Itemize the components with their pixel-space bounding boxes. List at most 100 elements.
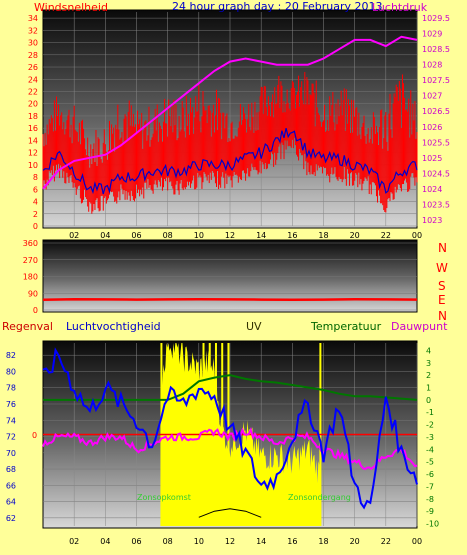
pressure-y-tick-label: 1023 bbox=[422, 216, 442, 225]
wind-x-tick-label: 12 bbox=[225, 231, 235, 240]
humidity-x-tick-label: 14 bbox=[256, 537, 266, 546]
humidity-x-tick-label: 20 bbox=[350, 537, 360, 546]
wind-x-tick-label: 08 bbox=[163, 231, 173, 240]
humidity-y-tick-label: 76 bbox=[6, 400, 16, 409]
wind-x-tick-label: 04 bbox=[100, 231, 110, 240]
pressure-y-tick-label: 1026.5 bbox=[422, 107, 450, 116]
humidity-x-tick-label: 00 bbox=[412, 537, 422, 546]
pressure-y-tick-label: 1026 bbox=[422, 123, 442, 132]
wind-x-tick-label: 18 bbox=[318, 231, 328, 240]
pressure-y-tick-label: 1027 bbox=[422, 92, 442, 101]
wind-y-tick-label: 2 bbox=[33, 210, 38, 219]
right-axis-title: Luchtdruk bbox=[372, 1, 428, 14]
wind-y-tick-label: 32 bbox=[28, 26, 38, 35]
temperature-y-tick-label: -1 bbox=[426, 408, 434, 417]
wind-y-tick-label: 22 bbox=[28, 87, 38, 96]
humidity-x-tick-label: 12 bbox=[225, 537, 235, 546]
wind-x-tick-label: 22 bbox=[381, 231, 391, 240]
direction-y-tick-label: 270 bbox=[23, 256, 38, 265]
humidity-y-tick-label: 62 bbox=[6, 514, 16, 523]
direction-y-tick-label: 360 bbox=[23, 239, 38, 248]
temperature-y-tick-label: 2 bbox=[426, 371, 431, 380]
pressure-y-tick-label: 1027.5 bbox=[422, 76, 450, 85]
series-humidity-panel bbox=[42, 347, 418, 518]
temperature-y-tick-label: -9 bbox=[426, 507, 434, 516]
humidity-line bbox=[42, 347, 418, 510]
humidity-y-tick-label: 72 bbox=[6, 433, 16, 442]
wind-y-tick-label: 12 bbox=[28, 149, 38, 158]
pressure-y-tick-label: 1025.5 bbox=[422, 138, 450, 147]
humidity-label: Luchtvochtigheid bbox=[66, 320, 161, 333]
temperature-y-tick-label: 4 bbox=[426, 346, 431, 355]
humidity-y-tick-label: 80 bbox=[6, 367, 16, 376]
direction-label-s: S bbox=[438, 279, 446, 293]
temperature-y-tick-label: -7 bbox=[426, 482, 434, 491]
temperature-y-tick-label: 3 bbox=[426, 359, 431, 368]
humidity-x-tick-label: 22 bbox=[381, 537, 391, 546]
direction-label-w: W bbox=[436, 261, 448, 275]
temperature-y-tick-label: -3 bbox=[426, 433, 434, 442]
left-axis-title: Windsnelheid bbox=[34, 1, 108, 14]
wind-y-tick-label: 6 bbox=[33, 185, 38, 194]
humidity-y-tick-label: 66 bbox=[6, 481, 16, 490]
dewpoint-line bbox=[42, 426, 418, 471]
sunset-label: Zonsondergang bbox=[288, 493, 351, 502]
wind-x-tick-label: 00 bbox=[412, 231, 422, 240]
plot-area-direction bbox=[42, 239, 418, 313]
temperature-y-tick-label: -6 bbox=[426, 470, 434, 479]
wind-y-tick-label: 26 bbox=[28, 63, 38, 72]
wind-x-tick-label: 16 bbox=[287, 231, 297, 240]
rain-label: Regenval bbox=[2, 320, 53, 333]
wind-y-tick-label: 0 bbox=[33, 222, 38, 231]
direction-y-tick-label: 90 bbox=[28, 289, 38, 298]
temperature-y-tick-label: -5 bbox=[426, 458, 434, 467]
wind-direction-line bbox=[42, 297, 418, 302]
series-direction-panel bbox=[42, 297, 418, 302]
sunrise-label: Zonsopkomst bbox=[137, 493, 191, 502]
temperature-y-tick-label: -4 bbox=[426, 445, 434, 454]
pressure-y-tick-label: 1029 bbox=[422, 30, 442, 39]
humidity-x-tick-label: 04 bbox=[100, 537, 110, 546]
wind-x-tick-label: 06 bbox=[131, 231, 141, 240]
temperature-line bbox=[43, 374, 418, 401]
temperature-y-tick-label: -8 bbox=[426, 495, 434, 504]
wind-y-tick-label: 18 bbox=[28, 112, 38, 121]
wind-x-tick-label: 10 bbox=[194, 231, 204, 240]
humidity-y-tick-label: 78 bbox=[6, 384, 16, 393]
rain-zero-label: 0 bbox=[32, 431, 37, 440]
humidity-y-tick-label: 64 bbox=[6, 498, 16, 507]
temperature-label: Temperatuur bbox=[310, 320, 382, 333]
humidity-y-tick-label: 74 bbox=[6, 416, 16, 425]
humidity-x-tick-label: 06 bbox=[131, 537, 141, 546]
humidity-x-tick-label: 10 bbox=[194, 537, 204, 546]
pressure-y-tick-label: 1029.5 bbox=[422, 14, 450, 23]
humidity-y-tick-label: 70 bbox=[6, 449, 16, 458]
pressure-y-tick-label: 1023.5 bbox=[422, 200, 450, 209]
pressure-y-tick-label: 1028.5 bbox=[422, 45, 450, 54]
wind-y-tick-label: 10 bbox=[28, 161, 38, 170]
tick-labels: 024681012141618202224262830323410231023.… bbox=[6, 14, 450, 546]
temperature-y-tick-label: -2 bbox=[426, 421, 434, 430]
humidity-y-tick-label: 68 bbox=[6, 465, 16, 474]
direction-label-e: E bbox=[438, 293, 446, 307]
direction-y-tick-label: 180 bbox=[23, 273, 38, 282]
wind-average-line bbox=[42, 127, 418, 195]
wind-x-tick-label: 14 bbox=[256, 231, 266, 240]
pressure-y-tick-label: 1024.5 bbox=[422, 169, 450, 178]
direction-label-n-top: N bbox=[438, 241, 447, 255]
wind-y-tick-label: 28 bbox=[28, 51, 38, 60]
pressure-y-tick-label: 1025 bbox=[422, 154, 442, 163]
temperature-y-tick-label: -10 bbox=[426, 520, 439, 529]
wind-y-tick-label: 16 bbox=[28, 124, 38, 133]
humidity-y-tick-label: 82 bbox=[6, 351, 16, 360]
wind-y-tick-label: 14 bbox=[28, 136, 38, 145]
wind-y-tick-label: 24 bbox=[28, 75, 38, 84]
chart-title: 24 hour graph day : 20 February 2013 bbox=[172, 0, 383, 13]
dewpoint-label: Dauwpunt bbox=[391, 320, 448, 333]
series-wind-panel bbox=[42, 35, 418, 214]
uv-label: UV bbox=[246, 320, 262, 333]
wind-y-tick-label: 30 bbox=[28, 39, 38, 48]
humidity-x-tick-label: 18 bbox=[318, 537, 328, 546]
solar-line bbox=[198, 508, 262, 518]
